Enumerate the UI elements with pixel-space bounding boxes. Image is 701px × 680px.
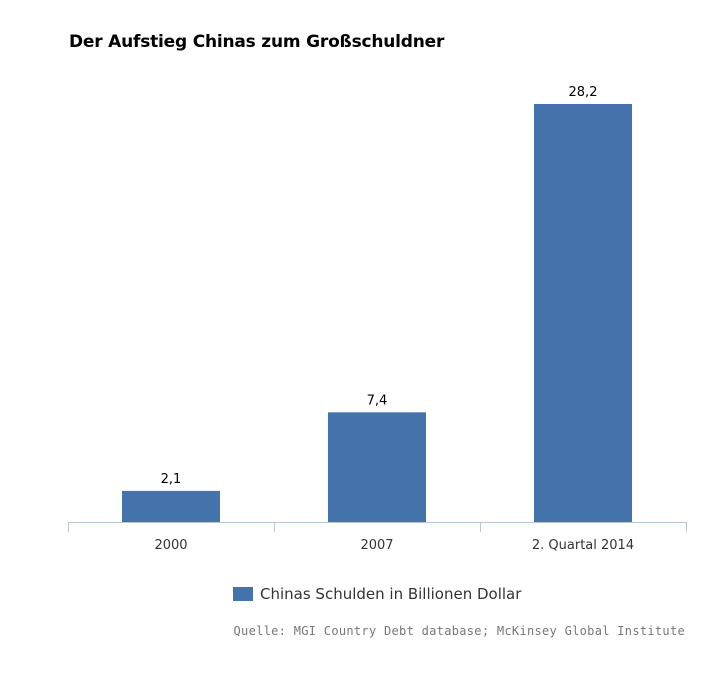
x-tick-labels: 2000 2007 2. Quartal 2014 xyxy=(154,538,634,553)
source-note: Quelle: MGI Country Debt database; McKin… xyxy=(233,624,685,638)
data-label-0: 2,1 xyxy=(161,472,182,487)
bar-2 xyxy=(534,104,632,522)
x-tick-label-2: 2. Quartal 2014 xyxy=(532,538,634,553)
bars-group xyxy=(122,104,632,522)
legend-swatch xyxy=(233,587,253,601)
data-label-2: 28,2 xyxy=(569,85,598,100)
x-tick-label-0: 2000 xyxy=(154,538,187,553)
bar-1 xyxy=(328,412,426,522)
x-tick-label-1: 2007 xyxy=(360,538,393,553)
x-axis xyxy=(68,522,687,532)
data-label-1: 7,4 xyxy=(367,393,388,408)
bar-0 xyxy=(122,490,220,522)
legend: Chinas Schulden in Billionen Dollar xyxy=(233,585,521,603)
data-labels-group: 2,1 7,4 28,2 xyxy=(161,85,598,487)
chart-title: Der Aufstieg Chinas zum Großschuldner xyxy=(69,32,445,52)
legend-label: Chinas Schulden in Billionen Dollar xyxy=(260,585,522,603)
